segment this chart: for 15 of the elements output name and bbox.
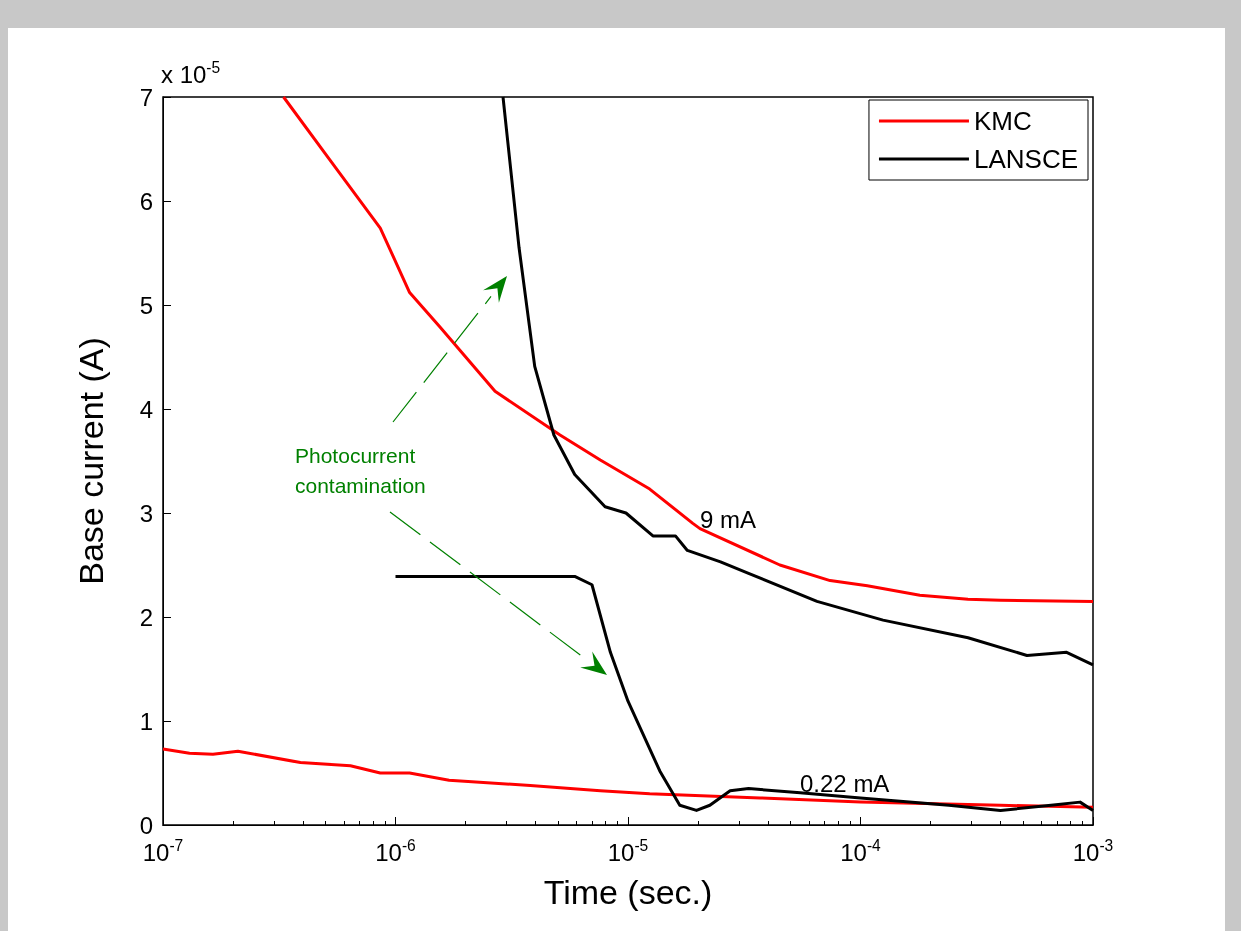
legend-label: LANSCE xyxy=(973,144,1079,174)
y-axis-title: Base current (A) xyxy=(72,337,110,585)
x-axis-title: Time (sec.) xyxy=(543,873,713,911)
annotation: 0.22 mA xyxy=(800,769,890,797)
y-tick-label: 1 xyxy=(139,707,153,735)
y-tick-label: 2 xyxy=(139,603,153,631)
annotation: 9 mA xyxy=(700,505,757,533)
y-tick-label: 4 xyxy=(139,395,153,423)
annotation: Photocurrent contamination xyxy=(295,443,426,497)
y-tick-label: 3 xyxy=(139,499,153,527)
legend-label: KMC xyxy=(973,106,1032,136)
y-tick-label: 6 xyxy=(139,187,153,215)
y-tick-label: 5 xyxy=(139,291,153,319)
y-tick-label: 7 xyxy=(139,83,153,111)
y-tick-label: 0 xyxy=(139,811,153,839)
